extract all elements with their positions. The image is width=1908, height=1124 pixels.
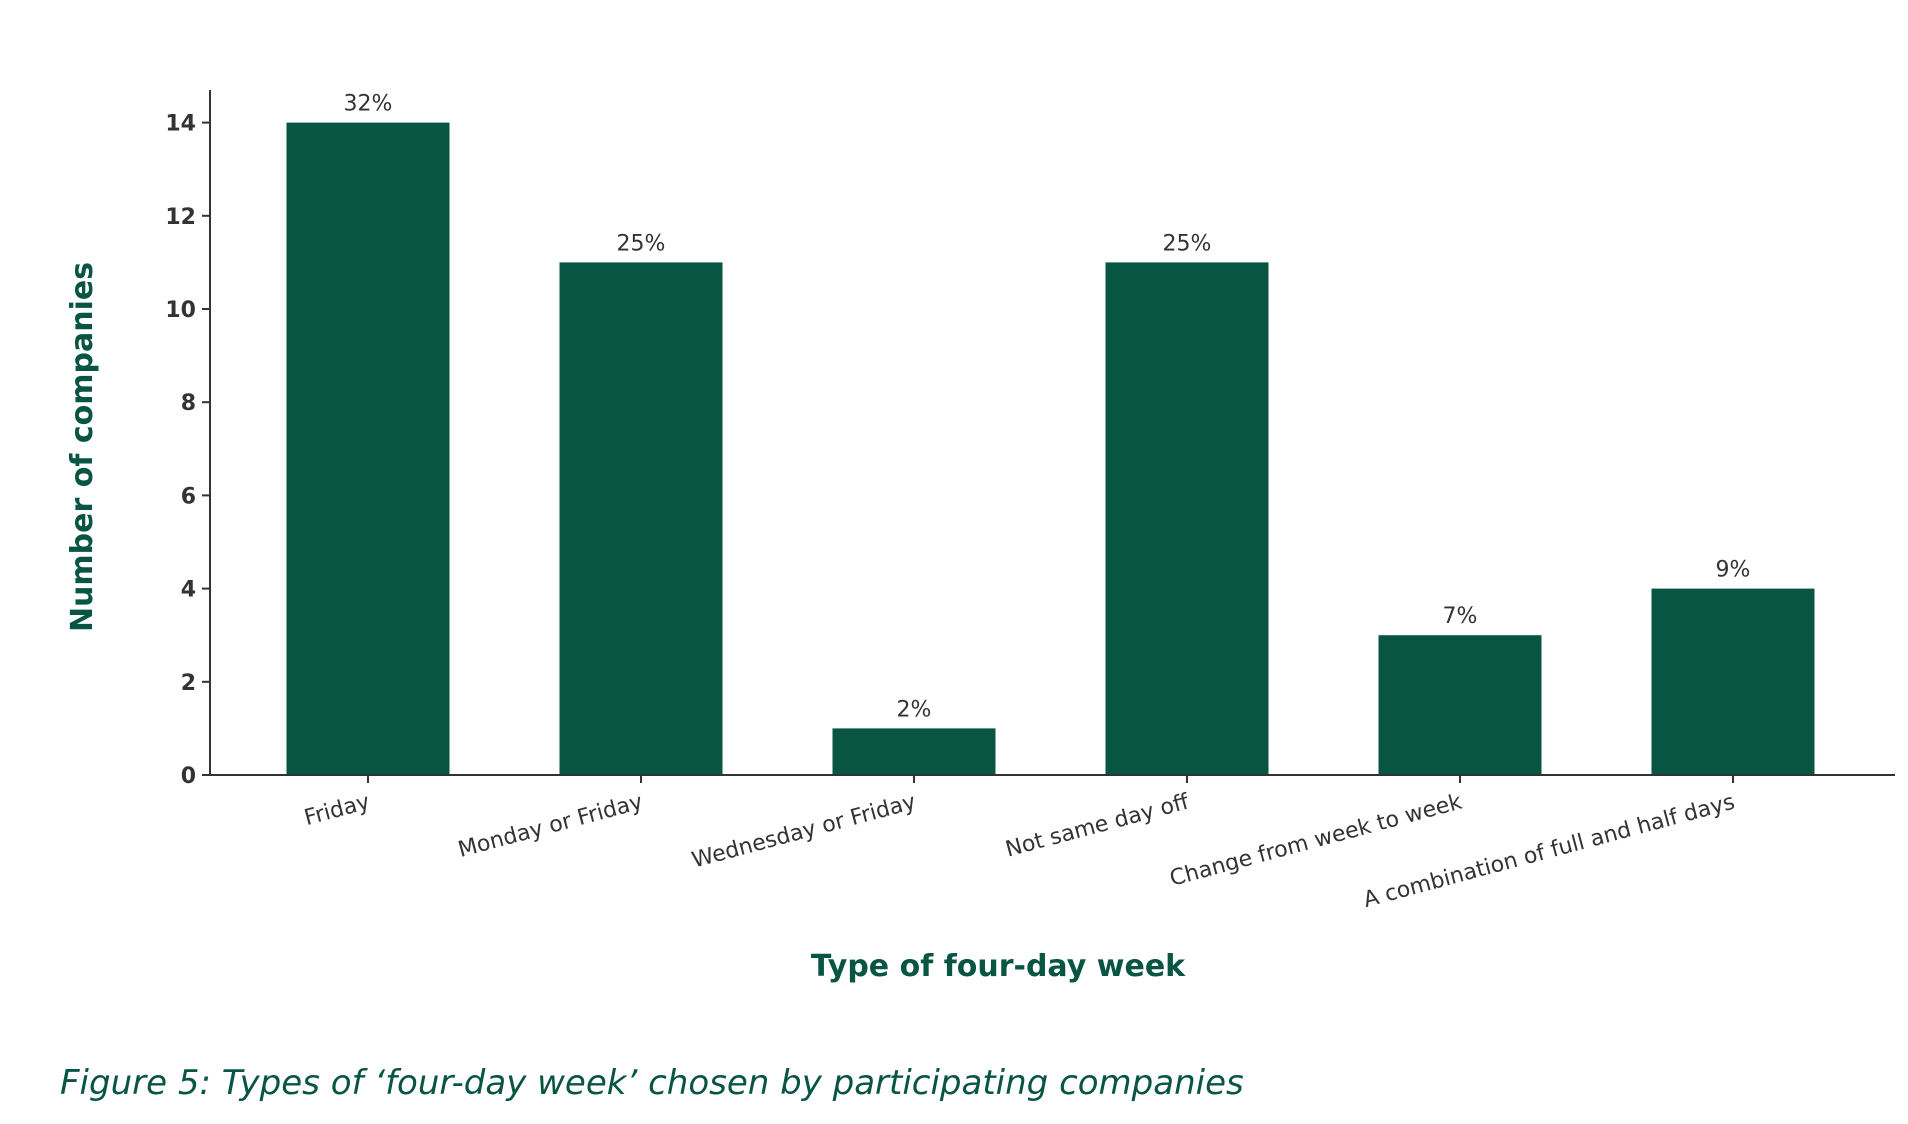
x-tick-label: Not same day off (1003, 789, 1192, 862)
x-tick-label: Wednesday or Friday (689, 790, 918, 874)
data-label: 7% (1443, 604, 1478, 629)
y-axis-title: Number of companies (65, 262, 100, 632)
data-labels: 32% 25% 2% 25% 7% 9% (344, 92, 1751, 723)
y-tick-label: 10 (165, 298, 196, 323)
data-label: 9% (1716, 558, 1751, 583)
figure-caption: Figure 5: Types of ‘four-day week’ chose… (60, 1063, 1244, 1103)
y-tick-label: 6 (181, 484, 196, 509)
data-label: 25% (617, 231, 666, 256)
data-label: 25% (1163, 231, 1212, 256)
bar (559, 262, 723, 775)
y-tick-label: 14 (165, 112, 196, 137)
y-tick-label: 2 (181, 671, 196, 696)
x-axis-title: Type of four-day week (811, 949, 1186, 984)
axes-layer (209, 90, 1895, 776)
y-ticks: 0 2 4 6 8 10 12 14 (165, 112, 210, 789)
y-tick-label: 12 (165, 205, 196, 230)
data-label: 2% (897, 697, 932, 722)
bar (1651, 588, 1815, 775)
x-tick-label: Monday or Friday (456, 790, 646, 863)
y-tick-label: 4 (181, 578, 196, 603)
y-tick-label: 0 (181, 764, 196, 789)
bar (1105, 262, 1269, 775)
bar (1378, 635, 1542, 775)
y-tick-label: 8 (181, 391, 196, 416)
data-label: 32% (344, 92, 393, 117)
bars-layer (286, 122, 1815, 776)
x-ticks: Friday Monday or Friday Wednesday or Frida… (302, 775, 1738, 913)
bar (286, 122, 450, 776)
bar (832, 728, 996, 775)
x-tick-label: Friday (302, 790, 373, 831)
